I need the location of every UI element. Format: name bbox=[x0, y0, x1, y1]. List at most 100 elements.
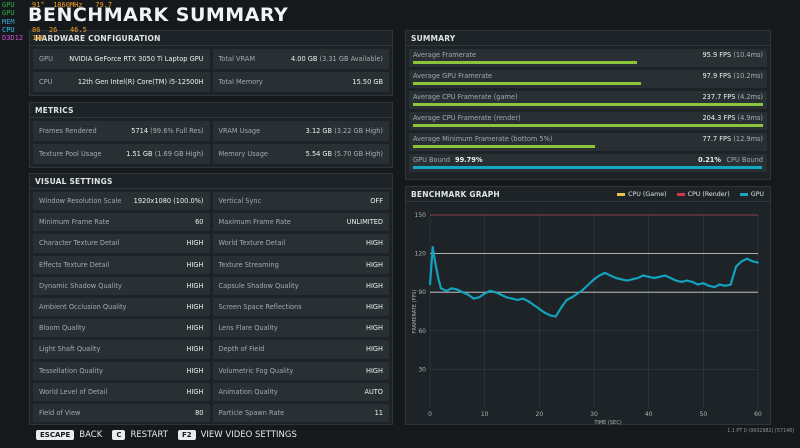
data-point bbox=[631, 278, 634, 281]
y-tick-label: 90 bbox=[418, 289, 426, 296]
legend-gpu: GPU bbox=[739, 191, 764, 198]
data-point bbox=[467, 293, 470, 296]
overlay-value: 46.5 bbox=[57, 25, 87, 34]
setting-field-of-view: Field of View 80 bbox=[33, 403, 210, 423]
data-point bbox=[450, 287, 453, 290]
y-tick-label: 120 bbox=[415, 251, 427, 258]
x-tick-label: 0 bbox=[428, 411, 432, 418]
metric-sub-value: (5.70 GB High) bbox=[334, 150, 383, 158]
setting-label: Capsule Shadow Quality bbox=[218, 281, 299, 290]
data-point bbox=[532, 304, 535, 306]
x-tick-label: 10 bbox=[481, 411, 489, 418]
setting-minimum-frame-rate: Minimum Frame Rate 60 bbox=[33, 213, 210, 232]
data-point bbox=[669, 277, 672, 279]
setting-value: UNLIMITED bbox=[346, 218, 383, 227]
setting-value: HIGH bbox=[186, 366, 204, 375]
x-tick-label: 60 bbox=[754, 411, 762, 418]
data-point bbox=[440, 287, 442, 290]
setting-screen-space-reflections: Screen Space Reflections HIGH bbox=[212, 297, 389, 317]
summary-average-cpu-framerate-render: Average CPU Framerate (render) 204.3 FPS … bbox=[409, 112, 767, 130]
data-point bbox=[653, 277, 656, 279]
data-point bbox=[489, 290, 492, 292]
overlay-value: 108 bbox=[32, 34, 45, 43]
data-point bbox=[500, 293, 502, 296]
overlay-value: 86 bbox=[32, 25, 41, 34]
data-point bbox=[456, 288, 459, 291]
data-point bbox=[664, 274, 666, 277]
overlay-key: MEM bbox=[2, 17, 15, 26]
data-point bbox=[576, 292, 579, 295]
build-info: 1.1 PT 0 (9932982) [57148] bbox=[727, 429, 794, 434]
legend-swatch bbox=[617, 193, 626, 196]
setting-label: Vertical Sync bbox=[218, 197, 262, 206]
summary-label: Average GPU Framerate bbox=[413, 72, 493, 80]
page-title: BENCHMARK SUMMARY bbox=[28, 4, 289, 26]
data-point bbox=[702, 282, 705, 285]
view-video-settings-label: VIEW VIDEO SETTINGS bbox=[200, 430, 297, 440]
data-point bbox=[560, 306, 563, 309]
hardware-label: CPU bbox=[39, 78, 53, 86]
data-point bbox=[549, 314, 552, 317]
view-video-settings-control[interactable]: F2 VIEW VIDEO SETTINGS bbox=[177, 430, 297, 440]
setting-label: Tessellation Quality bbox=[39, 366, 103, 375]
x-tick-label: 50 bbox=[700, 411, 708, 418]
bound-row: GPU Bound 99.79% 0.21% CPU Bound bbox=[409, 154, 767, 172]
data-point bbox=[604, 272, 606, 274]
summary-bar bbox=[413, 82, 641, 85]
y-tick-label: 30 bbox=[418, 366, 426, 373]
legend-label: GPU bbox=[750, 191, 764, 198]
data-point bbox=[483, 292, 486, 295]
setting-label: Light Shaft Quality bbox=[39, 345, 101, 354]
setting-label: Dynamic Shadow Quality bbox=[39, 281, 122, 290]
graph-legend: CPU (Game) CPU (Render) GPU bbox=[617, 191, 764, 198]
setting-label: Particle Spawn Rate bbox=[218, 408, 285, 417]
setting-label: Ambient Occlusion Quality bbox=[39, 303, 127, 312]
summary-ms: (10.4ms) bbox=[733, 51, 763, 59]
metric-sub-value: (99.6% Full Res) bbox=[150, 127, 204, 135]
data-point bbox=[565, 299, 568, 301]
summary-ms: (12.9ms) bbox=[733, 135, 763, 143]
data-point bbox=[620, 278, 623, 281]
hardware-panel-header: HARDWARE CONFIGURATION bbox=[30, 31, 392, 46]
setting-lens-flare-quality: Lens Flare Quality HIGH bbox=[212, 319, 389, 338]
summary-label: Average Framerate bbox=[413, 51, 477, 59]
data-point bbox=[757, 261, 759, 264]
metric-sub-value: (1.69 GB High) bbox=[154, 150, 204, 158]
setting-value: HIGH bbox=[366, 260, 383, 269]
data-point bbox=[522, 297, 524, 300]
overlay-key: GPU bbox=[2, 1, 15, 9]
data-point bbox=[696, 283, 699, 286]
setting-world-texture-detail: World Texture Detail HIGH bbox=[212, 234, 389, 253]
data-point bbox=[609, 274, 612, 277]
setting-maximum-frame-rate: Maximum Frame Rate UNLIMITED bbox=[212, 213, 389, 232]
summary-label: Average CPU Framerate (render) bbox=[413, 114, 521, 122]
setting-ambient-occlusion-quality: Ambient Occlusion Quality HIGH bbox=[33, 297, 210, 317]
data-point bbox=[516, 299, 519, 301]
setting-character-texture-detail: Character Texture Detail HIGH bbox=[33, 234, 210, 253]
y-tick-label: 60 bbox=[418, 328, 426, 335]
data-point bbox=[587, 283, 590, 286]
setting-vertical-sync: Vertical Sync OFF bbox=[212, 192, 389, 211]
overlay-key: CPU bbox=[2, 25, 15, 34]
data-point bbox=[746, 257, 748, 260]
setting-tessellation-quality: Tessellation Quality HIGH bbox=[33, 361, 210, 380]
visual-settings-panel-header: VISUAL SETTINGS bbox=[30, 174, 392, 189]
metric-value: 5714 (99.6% Full Res) bbox=[131, 127, 204, 135]
back-control[interactable]: ESCAPE BACK bbox=[36, 430, 102, 440]
data-point bbox=[642, 274, 645, 277]
overlay-value: 79.7 bbox=[82, 1, 113, 9]
data-point bbox=[713, 286, 716, 288]
performance-overlay: GPU 91° 1860MHz 79.7 GPU MEM CPU 86 26 46.5 D3… bbox=[2, 1, 112, 42]
f2-key-cap: F2 bbox=[177, 430, 196, 440]
overlay-row: GPU bbox=[2, 9, 112, 17]
data-point bbox=[505, 296, 508, 299]
setting-value: HIGH bbox=[186, 239, 204, 248]
setting-label: Effects Texture Detail bbox=[39, 260, 110, 269]
c-key-cap: C bbox=[112, 430, 126, 440]
setting-light-shaft-quality: Light Shaft Quality HIGH bbox=[33, 340, 210, 359]
restart-control[interactable]: C RESTART bbox=[112, 430, 168, 440]
data-point bbox=[598, 274, 601, 277]
data-point bbox=[494, 291, 497, 294]
setting-value: HIGH bbox=[366, 303, 383, 312]
footer-controls: ESCAPE BACK C RESTART F2 VIEW VIDEO SETT… bbox=[36, 430, 297, 440]
